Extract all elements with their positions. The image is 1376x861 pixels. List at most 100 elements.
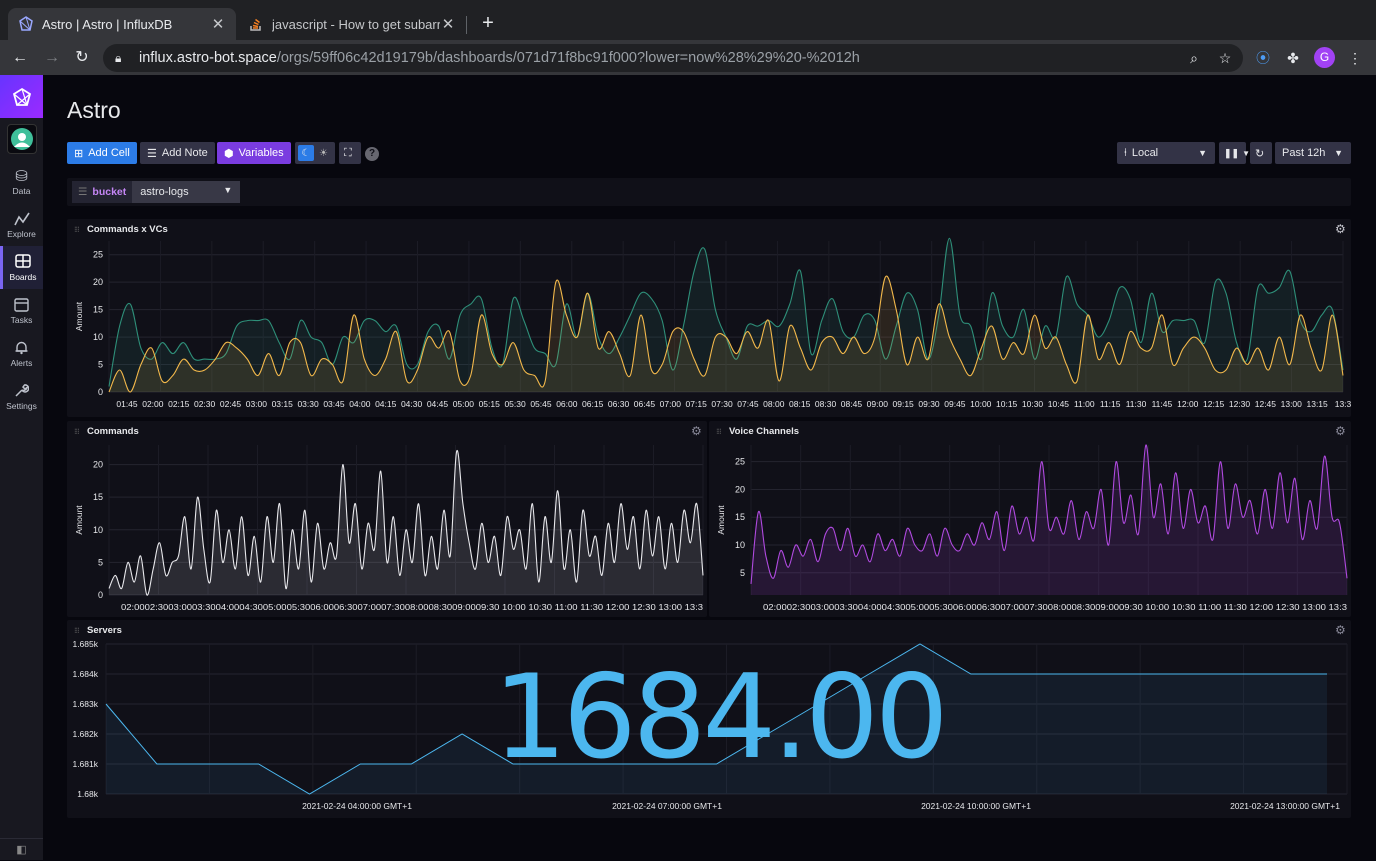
help-icon[interactable]: ?	[365, 147, 379, 161]
x-tick-label: 03:15	[272, 399, 294, 409]
drag-handle-icon[interactable]: ⁝⁝⁝	[716, 427, 722, 436]
gear-icon[interactable]: ⚙	[1335, 424, 1346, 438]
zoom-icon[interactable]: ⌕	[1190, 50, 1198, 66]
x-tick-label: 02:45	[220, 399, 242, 409]
y-axis-label: Amount	[716, 505, 726, 535]
sidebar-item-label: Tasks	[10, 314, 33, 325]
sidebar-item-settings[interactable]: Settings	[0, 375, 43, 418]
collapse-sidebar-icon[interactable]: ◧	[0, 838, 43, 860]
autorefresh-pause-dropdown[interactable]: ❚❚ ▼	[1219, 142, 1250, 164]
x-tick-label: 10:00	[970, 399, 992, 409]
url-host: influx.astro-bot.space	[139, 50, 277, 66]
pause-icon: ❚❚	[1224, 147, 1240, 158]
close-tab-icon[interactable]: ✕	[441, 16, 455, 33]
y-tick-label: 20	[735, 484, 745, 494]
y-tick-label: 10	[93, 525, 103, 535]
add-note-label: Add Note	[161, 147, 208, 159]
x-tick-label: 11:45	[1152, 399, 1173, 409]
back-icon[interactable]: ←	[12, 49, 28, 66]
y-tick-label: 5	[98, 557, 103, 567]
page-title[interactable]: Astro	[67, 97, 121, 123]
x-tick-label: 11:30	[1126, 399, 1147, 409]
add-note-button[interactable]: ☰ Add Note	[140, 142, 215, 164]
url-path: /orgs/59ff06c42d19179b/dashboards/071d71…	[276, 50, 860, 66]
x-tick-label: 08:15	[789, 399, 811, 409]
x-tick-label: 05:30	[504, 399, 526, 409]
sidebar-item-explore[interactable]: Explore	[0, 203, 43, 246]
x-tick-label: 2021-02-24 04:00:00 GMT+1	[302, 801, 412, 811]
profile-avatar[interactable]: G	[1314, 47, 1335, 68]
address-bar[interactable]: 🔒︎ influx.astro-bot.space/orgs/59ff06c42…	[103, 44, 1243, 72]
chart-commands-x-vcs[interactable]: 0 5 10 15 20 25 Amount 01:45 02:00 02:15 02:30 02:4…	[67, 219, 1351, 417]
new-tab-icon[interactable]: +	[482, 12, 494, 34]
x-tick-label: 11:15	[1100, 399, 1121, 409]
time-range-dropdown[interactable]: Past 12h ▼	[1275, 142, 1351, 164]
sidebar-item-label: Explore	[7, 228, 36, 239]
variable-value-dropdown[interactable]: astro-logs ▼	[132, 181, 241, 203]
drag-handle-icon[interactable]: ⁝⁝⁝	[74, 225, 80, 234]
extensions-puzzle-icon[interactable]: ✤	[1287, 50, 1299, 66]
y-tick-label: 10	[93, 332, 103, 342]
drag-handle-icon[interactable]: ⁝⁝⁝	[74, 427, 80, 436]
sidebar-item-label: Settings	[6, 400, 37, 411]
moon-icon: ☾	[298, 145, 314, 161]
x-tick-label: 10:30	[1022, 399, 1044, 409]
variable-bucket[interactable]: ☰ bucket astro-logs ▼	[72, 181, 241, 203]
add-cell-label: Add Cell	[88, 147, 130, 159]
forward-icon[interactable]: →	[44, 49, 60, 66]
sun-icon: ☀	[319, 147, 328, 159]
x-tick-labels: 02:0002:3003:0003:3004:0004:3005:0005:30…	[763, 602, 1347, 612]
theme-toggle[interactable]: ☾ ☀	[295, 142, 335, 164]
y-tick-label: 25	[93, 250, 103, 260]
x-tick-label: 01:45	[116, 399, 138, 409]
browser-tab-influxdb[interactable]: Astro | Astro | InfluxDB ✕	[8, 8, 236, 40]
gear-icon[interactable]: ⚙	[691, 424, 702, 438]
x-tick-label: 09:15	[893, 399, 915, 409]
extension-broadcast-icon[interactable]: ⦿	[1256, 50, 1270, 66]
org-avatar[interactable]	[6, 124, 37, 154]
series-area	[109, 450, 703, 596]
drag-handle-icon[interactable]: ⁝⁝⁝	[74, 626, 80, 635]
refresh-button[interactable]: ↻	[1250, 142, 1272, 164]
series-area	[106, 644, 1327, 794]
x-tick-label: 13:15	[1306, 399, 1328, 409]
series-line	[105, 643, 1327, 795]
bookmark-star-icon[interactable]: ☆	[1218, 50, 1232, 66]
influxdb-logo[interactable]	[0, 75, 43, 118]
presentation-mode-button[interactable]: ⛶	[339, 142, 361, 164]
timezone-dropdown[interactable]: ⍿ Local ▼	[1117, 142, 1215, 164]
drag-handle-icon: ☰	[78, 186, 88, 198]
x-tick-label: 07:45	[737, 399, 759, 409]
variables-button[interactable]: ⬢ Variables	[217, 142, 291, 164]
add-cell-button[interactable]: ⊞ Add Cell	[67, 142, 137, 164]
chart-voice-channels[interactable]: 5 10 15 20 25 Amount 02:0002:3003:0003:3004:00…	[709, 421, 1351, 617]
gear-icon[interactable]: ⚙	[1335, 222, 1346, 236]
sidebar-item-tasks[interactable]: Tasks	[0, 289, 43, 332]
browser-tab-stackoverflow[interactable]: javascript - How to get subarra ✕	[238, 8, 466, 40]
x-tick-label: 03:30	[297, 399, 319, 409]
x-tick-label: 04:30	[401, 399, 423, 409]
stackoverflow-icon	[248, 16, 264, 32]
chart-commands[interactable]: 0 5 10 15 20 Amount 02:0002:3003:0003:3004:000…	[67, 421, 707, 617]
caret-down-icon: ▼	[1198, 148, 1207, 158]
sidebar-item-data[interactable]: ⛁ Data	[0, 160, 43, 203]
graph-line-icon	[13, 211, 30, 229]
x-tick-label: 04:15	[375, 399, 397, 409]
close-tab-icon[interactable]: ✕	[211, 16, 225, 33]
y-tick-label: 15	[735, 512, 745, 522]
x-tick-label: 09:00	[867, 399, 889, 409]
y-tick-label: 1.684k	[72, 669, 98, 679]
sidebar-item-boards[interactable]: Boards	[0, 246, 43, 289]
menu-kebab-icon[interactable]: ⋮	[1348, 50, 1362, 66]
cell-title: Commands	[87, 426, 139, 437]
sidebar-item-alerts[interactable]: Alerts	[0, 332, 43, 375]
lock-icon: 🔒︎	[115, 50, 122, 65]
dashboard-main: Astro ⊞ Add Cell ☰ Add Note ⬢ Variables ☾ ☀…	[43, 75, 1376, 860]
y-tick-label: 1.681k	[72, 759, 98, 769]
calendar-icon	[14, 297, 29, 315]
chart-servers[interactable]: 1.68k 1.681k 1.682k 1.683k 1.684k 1.685k 2021-…	[67, 620, 1351, 818]
x-tick-label: 06:15	[582, 399, 604, 409]
gear-icon[interactable]: ⚙	[1335, 623, 1346, 637]
variable-value-label: astro-logs	[140, 186, 189, 198]
reload-icon[interactable]: ↻	[75, 49, 89, 66]
